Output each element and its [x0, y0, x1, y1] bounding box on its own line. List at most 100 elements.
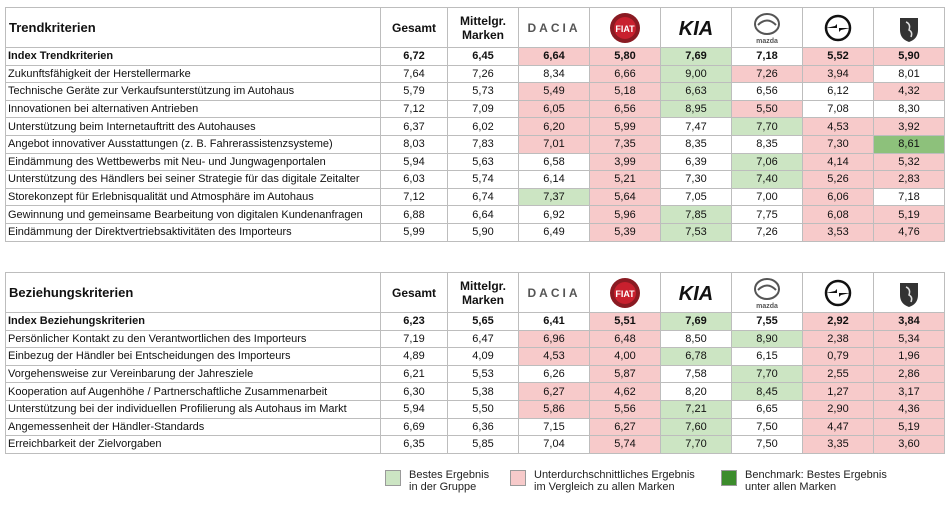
index-row: Index Beziehungskriterien 6,23 5,65 6,41 5,5… [5, 312, 945, 331]
legend-swatch-pink [510, 470, 526, 486]
value-cell: 5,86 [518, 399, 590, 419]
legend-text: Bestes Ergebnis in der Gruppe [409, 469, 490, 493]
value-cell: 5,85 [447, 435, 519, 454]
table-row: Eindämmung des Wettbewerbs mit Neu- und … [5, 152, 945, 172]
mazda-logo-icon: mazda [754, 277, 780, 310]
peugeot-logo [873, 7, 945, 48]
value-cell: 6,08 [802, 205, 874, 224]
value-cell: 6,14 [518, 170, 590, 189]
value-cell: 6,45 [447, 47, 519, 66]
value-cell: 5,99 [589, 117, 661, 136]
legend-swatch-dark-green [721, 470, 737, 486]
value-cell: 4,62 [589, 382, 661, 401]
row-label: Gewinnung und gemeinsame Bearbeitung von… [5, 205, 381, 224]
value-cell: 5,94 [380, 152, 448, 172]
legend-text: Unterdurchschnittliches Ergebnis im Verg… [534, 469, 695, 493]
value-cell: 6,30 [380, 382, 448, 401]
value-cell: 7,64 [380, 64, 448, 84]
col-header-gesamt: Gesamt [380, 7, 448, 48]
dacia-logo: DACIA [518, 272, 590, 313]
value-cell: 4,36 [873, 399, 945, 419]
row-label: Unterstützung beim Internetauftritt des … [5, 117, 381, 136]
value-cell: 8,01 [873, 64, 945, 84]
value-cell: 5,90 [447, 222, 519, 242]
value-cell: 7,70 [660, 435, 732, 454]
value-cell: 5,39 [589, 222, 661, 242]
value-cell: 8,90 [731, 329, 803, 349]
opel-logo-icon [824, 14, 852, 41]
value-cell: 7,04 [518, 435, 590, 454]
value-cell: 6,37 [380, 117, 448, 136]
row-label: Angemessenheit der Händler-Standards [5, 417, 381, 437]
value-cell: 6,78 [660, 347, 732, 366]
value-cell: 5,32 [873, 152, 945, 172]
value-cell: 5,74 [447, 170, 519, 189]
value-cell: 3,92 [873, 117, 945, 136]
value-cell: 6,23 [380, 312, 448, 331]
table-row: Gewinnung und gemeinsame Bearbeitung von… [5, 205, 945, 224]
value-cell: 6,72 [380, 47, 448, 66]
value-cell: 7,60 [660, 417, 732, 437]
value-cell: 7,26 [447, 64, 519, 84]
row-label: Unterstützung des Händlers bei seiner St… [5, 170, 381, 189]
value-cell: 5,38 [447, 382, 519, 401]
value-cell: 6,74 [447, 187, 519, 207]
value-cell: 5,79 [380, 82, 448, 101]
value-cell: 6,63 [660, 82, 732, 101]
header-row: Beziehungskriterien Gesamt Mittelgr. Marke… [5, 272, 945, 313]
value-cell: 9,00 [660, 64, 732, 84]
value-cell: 7,55 [731, 312, 803, 331]
value-cell: 6,66 [589, 64, 661, 84]
value-cell: 7,00 [731, 187, 803, 207]
value-cell: 1,27 [802, 382, 874, 401]
kia-logo: KIA [660, 7, 732, 48]
value-cell: 3,84 [873, 312, 945, 331]
value-cell: 5,74 [589, 435, 661, 454]
mazda-logo: mazda [731, 272, 803, 313]
value-cell: 6,92 [518, 205, 590, 224]
value-cell: 5,94 [380, 399, 448, 419]
value-cell: 3,53 [802, 222, 874, 242]
row-label: Erreichbarkeit der Zielvorgaben [5, 435, 381, 454]
value-cell: 7,06 [731, 152, 803, 172]
value-cell: 6,69 [380, 417, 448, 437]
value-cell: 7,75 [731, 205, 803, 224]
kia-logo: KIA [660, 272, 732, 313]
row-label: Zukunftsfähigkeit der Herstellermarke [5, 64, 381, 84]
value-cell: 5,90 [873, 47, 945, 66]
kia-logo-icon: KIA [679, 18, 713, 39]
dacia-logo-icon: DACIA [528, 21, 578, 35]
value-cell: 7,01 [518, 134, 590, 154]
row-label: Einbezug der Händler bei Entscheidungen … [5, 347, 381, 366]
value-cell: 7,09 [447, 99, 519, 119]
value-cell: 5,51 [589, 312, 661, 331]
value-cell: 7,05 [660, 187, 732, 207]
opel-logo-icon [824, 279, 852, 306]
svg-text:mazda: mazda [756, 303, 778, 310]
trend-table: Trendkriterien Gesamt Mittelgr. Marken DACI… [5, 7, 945, 242]
svg-text:FIAT: FIAT [615, 24, 635, 34]
value-cell: 5,53 [447, 364, 519, 384]
row-label: Index Beziehungskriterien [5, 312, 381, 331]
value-cell: 6,27 [518, 382, 590, 401]
table-row: Einbezug der Händler bei Entscheidungen … [5, 347, 945, 366]
legend-text: Benchmark: Bestes Ergebnis unter allen M… [745, 469, 887, 493]
value-cell: 7,18 [731, 47, 803, 66]
value-cell: 7,30 [802, 134, 874, 154]
value-cell: 8,61 [873, 134, 945, 154]
table-row: Innovationen bei alternativen Antrieben 7… [5, 99, 945, 119]
legend-swatch-light-green [385, 470, 401, 486]
value-cell: 6,56 [589, 99, 661, 119]
value-cell: 7,70 [731, 364, 803, 384]
table-row: Storekonzept für Erlebnisqualität und At… [5, 187, 945, 207]
value-cell: 6,26 [518, 364, 590, 384]
value-cell: 7,83 [447, 134, 519, 154]
value-cell: 3,17 [873, 382, 945, 401]
value-cell: 8,35 [731, 134, 803, 154]
table-row: Erreichbarkeit der Zielvorgaben 6,35 5,85 7… [5, 435, 945, 454]
value-cell: 7,53 [660, 222, 732, 242]
value-cell: 5,99 [380, 222, 448, 242]
fiat-logo: FIAT [589, 272, 661, 313]
svg-text:FIAT: FIAT [615, 289, 635, 299]
value-cell: 7,35 [589, 134, 661, 154]
